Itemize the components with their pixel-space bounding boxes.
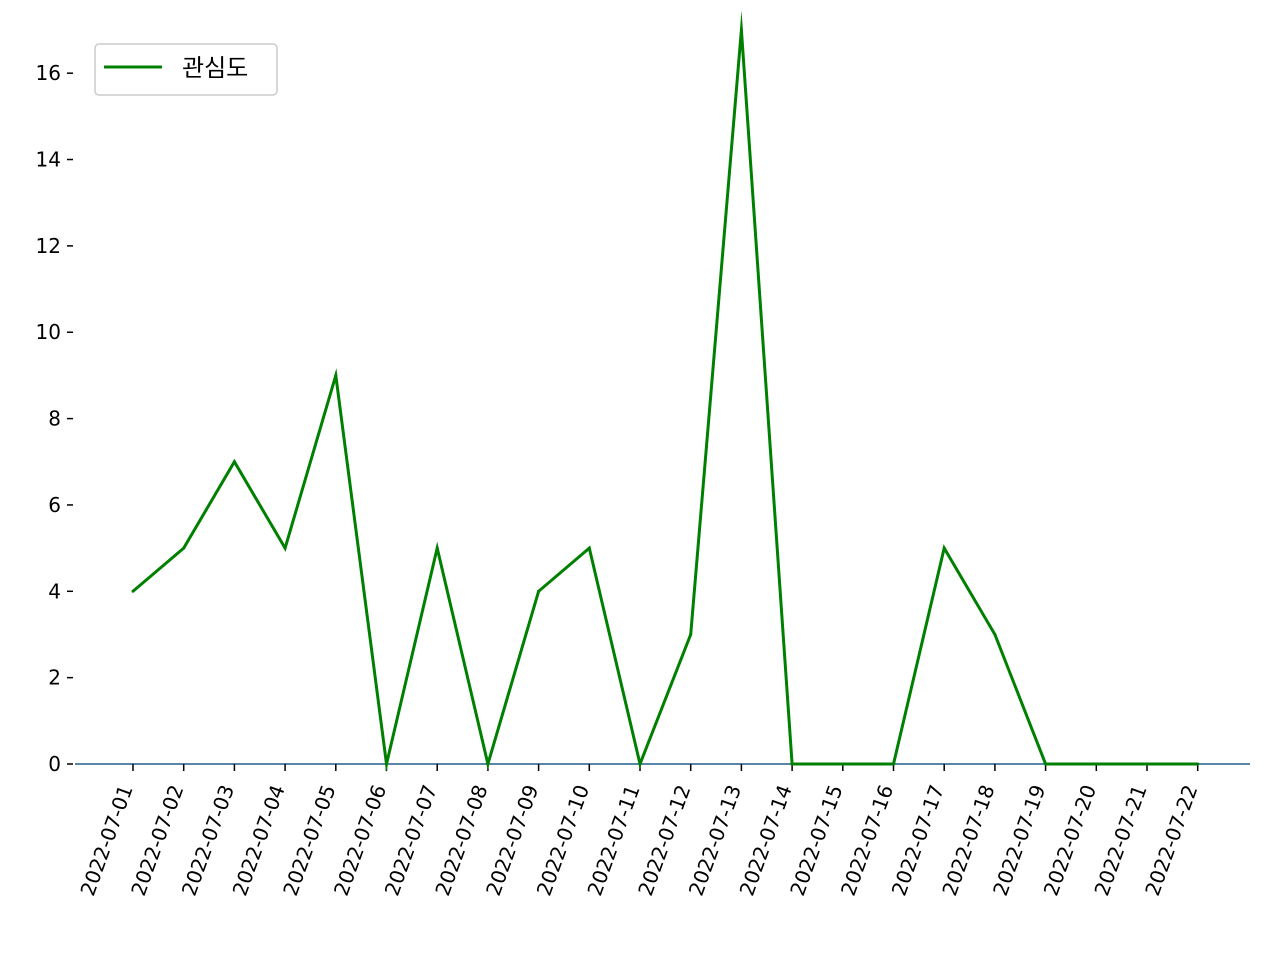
data-point (435, 546, 439, 550)
x-tick-label: 2022-07-15 (785, 782, 847, 899)
data-point (1094, 762, 1098, 766)
x-tick-label: 2022-07-05 (278, 782, 340, 899)
x-tick-label: 2022-07-02 (126, 782, 188, 899)
data-point (638, 762, 642, 766)
x-tick-label: 2022-07-01 (75, 782, 137, 899)
y-tick-label: 2 (48, 666, 61, 690)
x-tick-label: 2022-07-04 (227, 782, 289, 899)
y-tick-label: 12 (36, 234, 61, 258)
x-tick-label: 2022-07-21 (1089, 782, 1151, 899)
data-point (537, 589, 541, 593)
x-tick-label: 2022-07-20 (1039, 782, 1101, 899)
x-tick-label: 2022-07-18 (937, 782, 999, 899)
data-point (1196, 762, 1200, 766)
legend: 관심도 (94, 43, 278, 96)
data-point (689, 632, 693, 636)
data-point (841, 762, 845, 766)
data-point (131, 589, 135, 593)
x-tick-label: 2022-07-16 (836, 782, 898, 899)
x-tick-label: 2022-07-07 (380, 782, 442, 899)
data-point (790, 762, 794, 766)
x-tick-label: 2022-07-10 (532, 782, 594, 899)
y-tick-label: 6 (48, 493, 61, 517)
x-tick-label: 2022-07-19 (988, 782, 1050, 899)
data-point (993, 632, 997, 636)
data-point (892, 762, 895, 766)
data-point (1044, 762, 1048, 766)
y-tick-label: 10 (36, 320, 61, 344)
data-point (334, 373, 338, 377)
legend-box (94, 43, 278, 96)
x-tick-label: 2022-07-08 (430, 782, 492, 899)
data-point (739, 28, 743, 32)
x-tick-label: 2022-07-06 (329, 782, 391, 899)
x-tick-label: 2022-07-17 (887, 782, 949, 899)
x-tick-label: 2022-07-22 (1140, 782, 1202, 899)
data-point (182, 546, 186, 550)
legend-label: 관심도 (182, 54, 248, 82)
y-tick-label: 16 (36, 61, 61, 85)
x-tick-label: 2022-07-03 (177, 782, 239, 899)
x-tick-label: 2022-07-11 (582, 782, 644, 899)
x-tick-label: 2022-07-14 (734, 782, 796, 899)
y-tick-label: 4 (48, 579, 61, 603)
y-axis: 0 2 4 6 8 10 12 14 16 (36, 61, 73, 776)
data-point (942, 546, 946, 550)
y-tick-label: 8 (48, 407, 61, 431)
x-tick-label: 2022-07-09 (481, 782, 543, 899)
series-layer (131, 10, 1200, 773)
series-line-0 (132, 10, 1198, 773)
y-tick-label: 0 (48, 752, 61, 776)
data-point (486, 762, 490, 766)
x-tick-label: 2022-07-13 (684, 782, 746, 899)
y-tick-label: 14 (36, 148, 61, 172)
x-tick-label: 2022-07-12 (633, 782, 695, 899)
data-point (283, 546, 287, 550)
data-point (232, 460, 236, 464)
data-point (385, 762, 388, 766)
data-point (587, 546, 591, 550)
data-point (1145, 762, 1149, 766)
x-axis: 2022-07-012022-07-022022-07-032022-07-04… (75, 763, 1250, 899)
